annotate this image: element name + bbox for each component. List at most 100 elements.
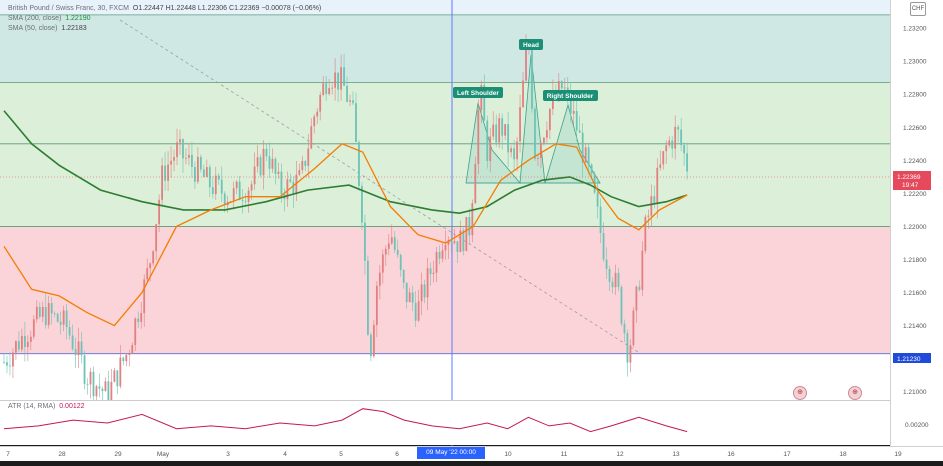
economic-event-icon[interactable]: ⊕ [848,386,862,400]
candle [274,156,277,185]
candle [26,335,29,362]
candle [337,72,339,103]
candle [35,300,38,323]
candle [328,78,331,96]
candle [316,108,319,125]
candle [343,53,345,87]
currency-badge[interactable]: CHF [910,2,926,16]
candle [50,297,53,325]
candle [331,83,334,95]
time-tick-label: 28 [58,451,66,458]
sma50-line [3,143,688,327]
symbol-title[interactable]: British Pound / Swiss Franc, 30, FXCM [8,5,129,12]
candle [241,189,244,214]
time-tick-label: 7 [6,451,10,458]
time-tick-label: 18 [839,451,847,458]
candle [232,181,235,210]
candle [202,164,205,178]
candle [393,230,396,254]
candle [196,147,199,185]
candle [632,307,635,348]
candle [128,349,131,367]
price-tick-label: 1.22400 [903,158,927,165]
candle [548,107,551,140]
candle [20,328,23,353]
candle [468,208,471,245]
candle [647,209,650,229]
atr-legend[interactable]: ATR (14, RMA) 0.00122 [8,403,85,410]
candle [378,264,381,300]
candle [375,281,378,338]
candle [176,128,178,166]
candle [182,138,184,173]
candle [486,115,489,169]
price-tick-label: 1.22800 [903,92,927,99]
head-and-shoulders-pattern[interactable] [465,54,601,184]
candle [641,241,644,297]
candle [683,142,686,166]
candle [71,324,74,352]
candle [161,157,163,207]
left-shoulder-label[interactable]: Left Shoulder [453,87,503,98]
right-shoulder-label-text: Right Shoulder [547,93,594,100]
candle [614,264,617,295]
candle [572,97,575,125]
right-shoulder-label[interactable]: Right Shoulder [543,90,598,101]
candle [569,82,572,123]
candle [173,149,175,172]
candle [256,145,259,173]
candle [304,160,307,172]
candle [170,146,172,178]
candle [560,80,563,91]
zone-green [0,82,890,227]
candle [656,158,659,219]
candle [140,301,143,329]
candle [581,123,584,177]
candle [83,350,86,390]
candle [623,319,626,342]
candle [3,353,5,364]
time-tick-label: 17 [783,451,791,458]
candle [504,124,507,141]
candle [122,356,125,366]
sma50-value: 1.22183 [61,25,87,32]
candle [450,229,453,253]
last-price-value: 1.22369 [897,174,921,181]
candle [134,317,137,351]
candle [194,161,196,189]
economic-event-icon[interactable]: ⊕ [793,386,807,400]
sma50-legend[interactable]: SMA (50, close) 1.22183 [8,24,328,34]
candle [686,142,688,180]
sma50-label: SMA (50, close) [8,25,58,32]
candle [137,311,140,329]
candle [531,40,533,113]
candle [372,320,375,358]
candle [188,143,190,166]
time-tick-label: 11 [561,451,568,458]
candle [668,136,671,148]
candle [62,305,65,332]
candle [155,223,158,261]
candle [546,121,548,143]
candle [516,137,518,172]
candle [191,141,193,178]
candle [15,339,17,360]
candle [522,71,524,108]
candle [364,214,366,275]
price-tick-label: 1.23000 [903,59,927,66]
candle [346,76,348,103]
time-tick-label: 29 [114,451,122,458]
candle [265,143,268,162]
candle [113,367,116,383]
price-tick-label: 1.22200 [903,191,927,198]
candle [259,154,262,178]
head-label[interactable]: Head [519,39,543,50]
sma200-legend[interactable]: SMA (200, close) 1.22190 [8,14,328,24]
price-axis[interactable] [890,0,943,446]
candle [223,191,226,213]
candle [68,320,71,340]
candle [319,91,322,121]
candle [417,289,420,322]
